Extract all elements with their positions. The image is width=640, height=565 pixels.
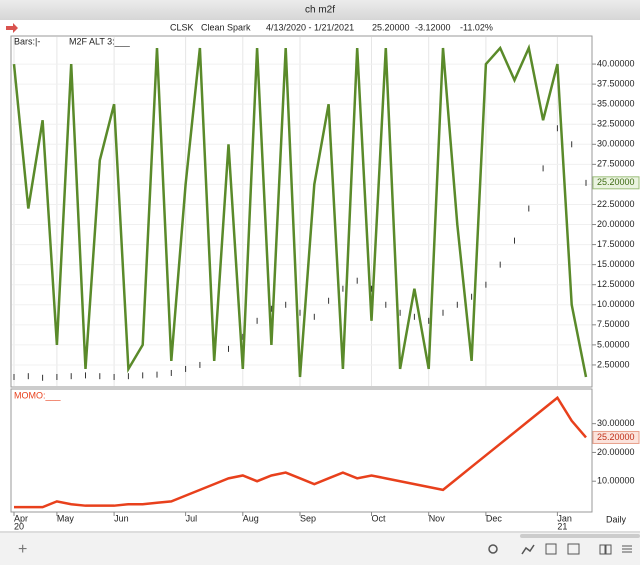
security-name: Clean Spark [201,22,251,32]
y-tick-label: 30.00000 [597,139,635,149]
last-value-label: 25.20000 [597,432,635,442]
interval-label: Daily [606,514,627,524]
series-line [14,395,587,509]
y-tick-label: 35.00000 [597,99,635,109]
y-tick-label: 37.50000 [597,79,635,89]
y-tick-label: 30.00000 [597,418,635,428]
change: -3.12000 [415,22,451,32]
y-tick-label: 22.50000 [597,199,635,209]
symbol: CLSK [170,22,194,32]
y-tick-label: 7.50000 [597,319,630,329]
y-tick-label: 20.00000 [597,447,635,457]
x-year-label: 21 [557,521,567,531]
legend-label: M2F ALT 3:___ [69,36,131,46]
grid-button[interactable] [545,543,557,555]
scrollbar[interactable] [520,534,640,538]
y-tick-label: 5.00000 [597,339,630,349]
book-button[interactable] [599,544,612,555]
toolbar [0,533,640,565]
momo-panel [10,388,593,513]
x-year-label: 20 [14,521,24,531]
y-tick-label: 20.00000 [597,219,635,229]
y-tick-label: 2.50000 [597,359,630,369]
search-button[interactable] [488,544,498,554]
panel-button[interactable] [567,543,580,555]
window-title: ch m2f [305,5,335,16]
x-tick-label: Oct [372,513,387,523]
x-tick-label: Sep [300,513,316,523]
y-tick-label: 10.00000 [597,299,635,309]
change-pct: -11.02% [460,22,493,32]
legend-label: Bars:|- [14,36,40,46]
series-line [12,43,588,378]
title-bar [0,0,640,20]
x-tick-label: Jul [186,513,198,523]
menu-button[interactable] [622,545,632,553]
chart-button[interactable] [521,544,535,555]
x-tick-label: Aug [243,513,259,523]
x-tick-label: Nov [429,513,446,523]
last-value-box [592,176,640,190]
y-tick-label: 10.00000 [597,476,635,486]
arrow-button[interactable] [6,23,18,33]
x-tick-label: Apr [14,513,28,523]
y-tick-label: 17.50000 [597,239,635,249]
y-tick-label: 12.50000 [597,279,635,289]
y-tick-label: 27.50000 [597,159,635,169]
legend-label: MOMO:___ [14,390,62,400]
x-tick-label: Jan [557,513,572,523]
last-value-box [592,430,640,444]
last-value-label: 25.20000 [597,177,635,187]
price-panel [10,35,593,388]
x-tick-label: Dec [486,513,503,523]
y-tick-label: 15.00000 [597,259,635,269]
y-tick-label: 32.50000 [597,119,635,129]
x-tick-label: Jun [114,513,129,523]
y-tick-label: 40.00000 [597,58,635,68]
date-range: 4/13/2020 - 1/21/2021 [266,22,354,32]
x-tick-label: May [57,513,75,523]
add-button[interactable]: + [18,541,27,558]
last-price: 25.20000 [372,22,410,32]
